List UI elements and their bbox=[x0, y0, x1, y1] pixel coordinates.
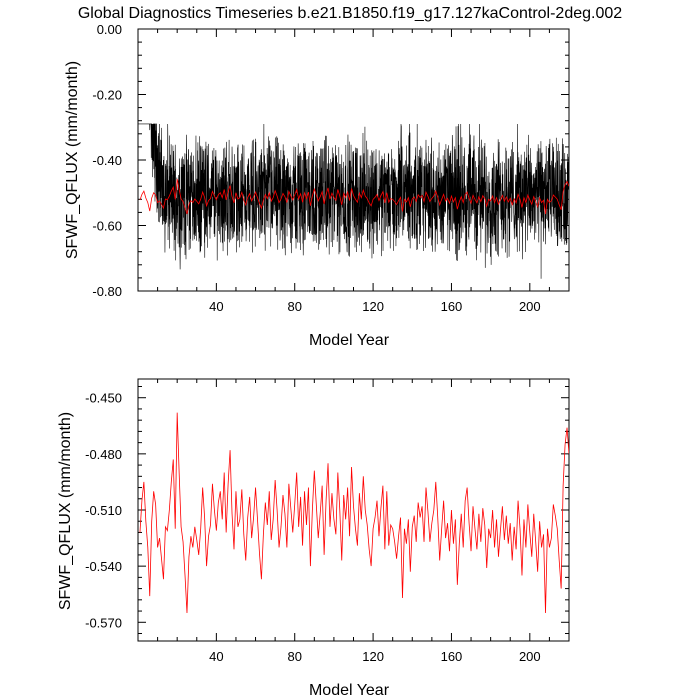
bottom-y-tick-label: -0.540 bbox=[85, 559, 122, 574]
top-y-ticks: 0.00 -0.20 -0.40 -0.60 -0.80 bbox=[92, 22, 569, 299]
top-x-tick-label: 40 bbox=[209, 299, 223, 314]
bottom-y-tick-label: -0.450 bbox=[85, 391, 122, 406]
top-x-tick-label: 80 bbox=[287, 299, 301, 314]
top-series-group bbox=[138, 123, 569, 279]
top-y-axis-label: SFWF_QFLUX (mm/month) bbox=[64, 61, 81, 259]
bottom-panel: 40 80 120 160 200 -0.450-0.480-0.510-0.540-0… bbox=[57, 378, 570, 699]
bottom-x-tick-label: 200 bbox=[519, 649, 541, 664]
chart-title: Global Diagnostics Timeseries b.e21.B185… bbox=[78, 5, 622, 22]
top-monthly-series-line bbox=[138, 123, 569, 279]
top-annual-mean-line bbox=[139, 178, 569, 215]
bottom-x-tick-label: 80 bbox=[287, 649, 301, 664]
top-y-tick-label: 0.00 bbox=[97, 22, 122, 37]
top-x-tick-label: 160 bbox=[441, 299, 463, 314]
bottom-x-tick-label: 40 bbox=[209, 649, 223, 664]
top-y-tick-label: -0.40 bbox=[92, 153, 122, 168]
bottom-x-tick-label: 160 bbox=[441, 649, 463, 664]
bottom-x-ticks: 40 80 120 160 200 bbox=[157, 379, 550, 664]
bottom-y-tick-label: -0.510 bbox=[85, 503, 122, 518]
bottom-x-tick-label: 120 bbox=[362, 649, 384, 664]
bottom-x-axis-label: Model Year bbox=[309, 682, 390, 699]
top-x-tick-label: 200 bbox=[519, 299, 541, 314]
bottom-y-tick-label: -0.480 bbox=[85, 447, 122, 462]
top-x-axis-label: Model Year bbox=[309, 332, 390, 349]
top-x-tick-label: 120 bbox=[362, 299, 384, 314]
bottom-y-ticks: -0.450 -0.480 -0.510 -0.540 -0.570 bbox=[85, 385, 569, 635]
top-panel: 40 80 120 160 200 0.00 -0.20 -0.40 -0.60 -0.80 M… bbox=[64, 22, 570, 349]
top-y-tick-label: -0.20 bbox=[92, 88, 122, 103]
bottom-y-axis-label: SFWF_QFLUX (mm/month) bbox=[57, 412, 74, 610]
top-y-tick-label: -0.60 bbox=[92, 219, 122, 234]
top-x-ticks: 40 80 120 160 200 bbox=[157, 29, 550, 314]
bottom-y-tick-label: -0.570 bbox=[85, 615, 122, 630]
top-y-tick-label: -0.80 bbox=[92, 284, 122, 299]
bottom-series-group bbox=[139, 412, 569, 613]
bottom-annual-mean-line bbox=[139, 412, 569, 613]
